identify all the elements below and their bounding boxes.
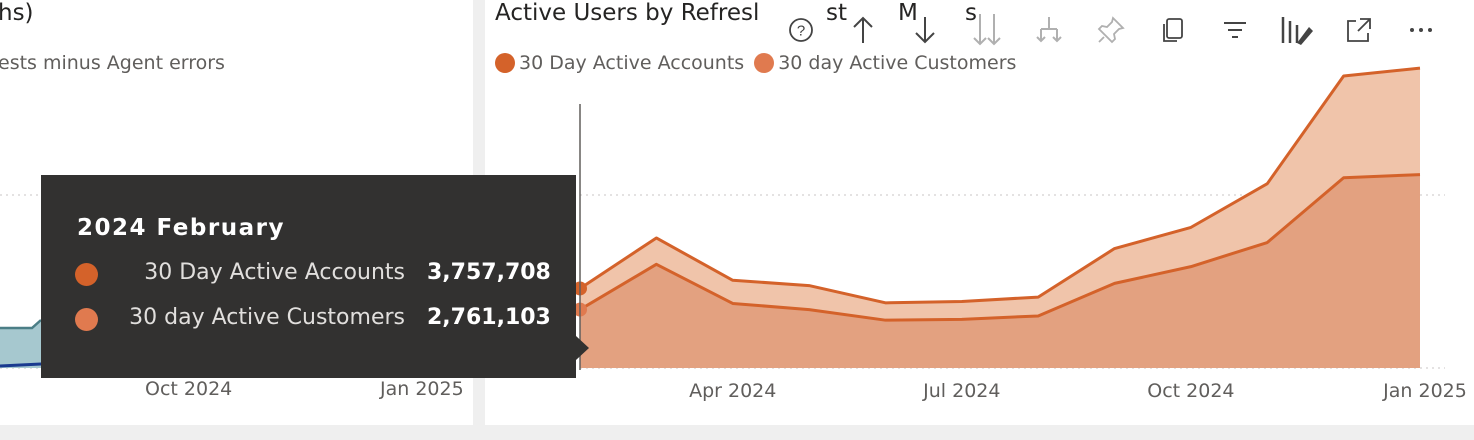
tooltip-arrow: [576, 336, 589, 360]
svg-text:?: ?: [797, 23, 805, 40]
help-icon[interactable]: ?: [770, 8, 832, 52]
drill-down-icon[interactable]: [894, 8, 956, 52]
tooltip-value: 3,757,708: [427, 260, 551, 285]
focus-mode-icon[interactable]: [1328, 8, 1390, 52]
x-tick-label: Jul 2024: [922, 380, 1000, 402]
chart-tooltip: 2024 February 30 Day Active Accounts 3,7…: [41, 175, 576, 378]
tooltip-title: 2024 February: [77, 215, 285, 241]
copy-icon[interactable]: [1142, 8, 1204, 52]
area-chart-plot[interactable]: Apr 2024 Jul 2024 Oct 2024 Jan 2025: [485, 0, 1474, 425]
format-visual-icon[interactable]: [1266, 8, 1328, 52]
left-visual-subtitle: ests minus Agent errors: [0, 52, 225, 74]
tooltip-label: 30 Day Active Accounts: [144, 260, 405, 285]
legend-label: 30 day Active Customers: [778, 52, 1017, 74]
filter-icon[interactable]: [1204, 8, 1266, 52]
left-x-tick: Jan 2025: [380, 378, 464, 400]
series-line-1: [579, 66, 1421, 305]
right-visual-title-fragment: st: [826, 0, 848, 26]
expand-hierarchy-icon[interactable]: [1018, 8, 1080, 52]
x-tick-label: Jan 2025: [1382, 380, 1467, 402]
tooltip-row: 30 Day Active Accounts 3,757,708: [75, 260, 551, 290]
x-tick-label: Oct 2024: [1147, 380, 1234, 402]
series-line-2: [579, 173, 1421, 322]
right-visual-title-fragment: M: [898, 0, 918, 26]
left-series-line: [0, 319, 42, 330]
left-x-tick: Oct 2024: [145, 378, 233, 400]
legend-item[interactable]: 30 Day Active Accounts: [495, 52, 744, 74]
tooltip-label: 30 day Active Customers: [129, 305, 405, 330]
more-options-icon[interactable]: [1390, 8, 1452, 52]
left-area-fill: [0, 320, 41, 368]
left-series-line-2: [0, 362, 42, 368]
tooltip-marker: [75, 308, 98, 331]
right-visual-title-fragment: s: [965, 0, 977, 26]
legend-marker: [754, 53, 775, 73]
legend-label: 30 Day Active Accounts: [519, 52, 745, 74]
tooltip-row: 30 day Active Customers 2,761,103: [75, 305, 551, 335]
legend-marker: [495, 53, 515, 73]
pin-icon[interactable]: [1080, 8, 1142, 52]
tooltip-value: 2,761,103: [427, 305, 551, 330]
chart-legend: 30 Day Active Accounts 30 day Active Cus…: [495, 52, 1026, 74]
expand-all-down-icon[interactable]: [956, 8, 1018, 52]
drill-up-icon[interactable]: [832, 8, 894, 52]
legend-item[interactable]: 30 day Active Customers: [754, 52, 1016, 74]
visual-header-toolbar: ?: [770, 8, 1470, 52]
x-tick-label: Apr 2024: [689, 380, 776, 402]
tooltip-marker: [75, 263, 98, 286]
right-visual-title: Active Users by Refresl: [495, 0, 760, 26]
series-area-2: [580, 174, 1420, 368]
left-visual-title: hs): [0, 0, 34, 26]
